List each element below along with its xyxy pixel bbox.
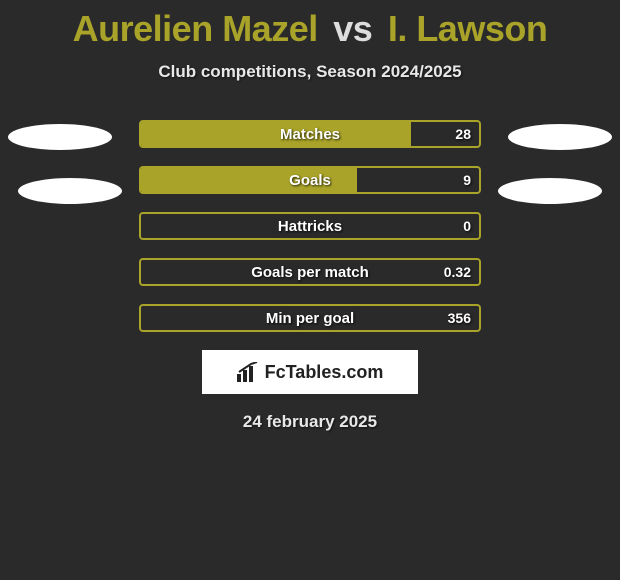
stat-bar-value: 28 <box>455 122 471 146</box>
player2-name: I. Lawson <box>388 8 548 49</box>
stat-bar-label: Matches <box>141 122 479 146</box>
stat-bar-label: Goals <box>141 168 479 192</box>
stat-bar: Min per goal 356 <box>139 304 481 332</box>
stat-bar: Goals per match 0.32 <box>139 258 481 286</box>
stat-bar-value: 9 <box>463 168 471 192</box>
stat-bar-value: 0 <box>463 214 471 238</box>
stat-bar: Hattricks 0 <box>139 212 481 240</box>
stat-bar-label: Goals per match <box>141 260 479 284</box>
page-title: Aurelien Mazel vs I. Lawson <box>0 8 620 50</box>
stat-bar-label: Hattricks <box>141 214 479 238</box>
stat-bar: Matches 28 <box>139 120 481 148</box>
date-text: 24 february 2025 <box>0 412 620 432</box>
subtitle: Club competitions, Season 2024/2025 <box>0 62 620 82</box>
chart-icon <box>237 362 259 382</box>
logo-box: FcTables.com <box>202 350 418 394</box>
player1-name: Aurelien Mazel <box>73 8 318 49</box>
stat-bar-label: Min per goal <box>141 306 479 330</box>
stat-bar-value: 356 <box>448 306 471 330</box>
vs-separator: vs <box>333 8 372 49</box>
logo-text: FcTables.com <box>265 362 384 383</box>
stat-bar-value: 0.32 <box>444 260 471 284</box>
avatar-placeholder-right-1 <box>508 124 612 150</box>
stat-bar: Goals 9 <box>139 166 481 194</box>
comparison-card: Aurelien Mazel vs I. Lawson Club competi… <box>0 0 620 432</box>
avatar-placeholder-left-1 <box>8 124 112 150</box>
stat-bars: Matches 28 Goals 9 Hattricks 0 Goals per… <box>139 120 481 332</box>
avatar-placeholder-left-2 <box>18 178 122 204</box>
avatar-placeholder-right-2 <box>498 178 602 204</box>
